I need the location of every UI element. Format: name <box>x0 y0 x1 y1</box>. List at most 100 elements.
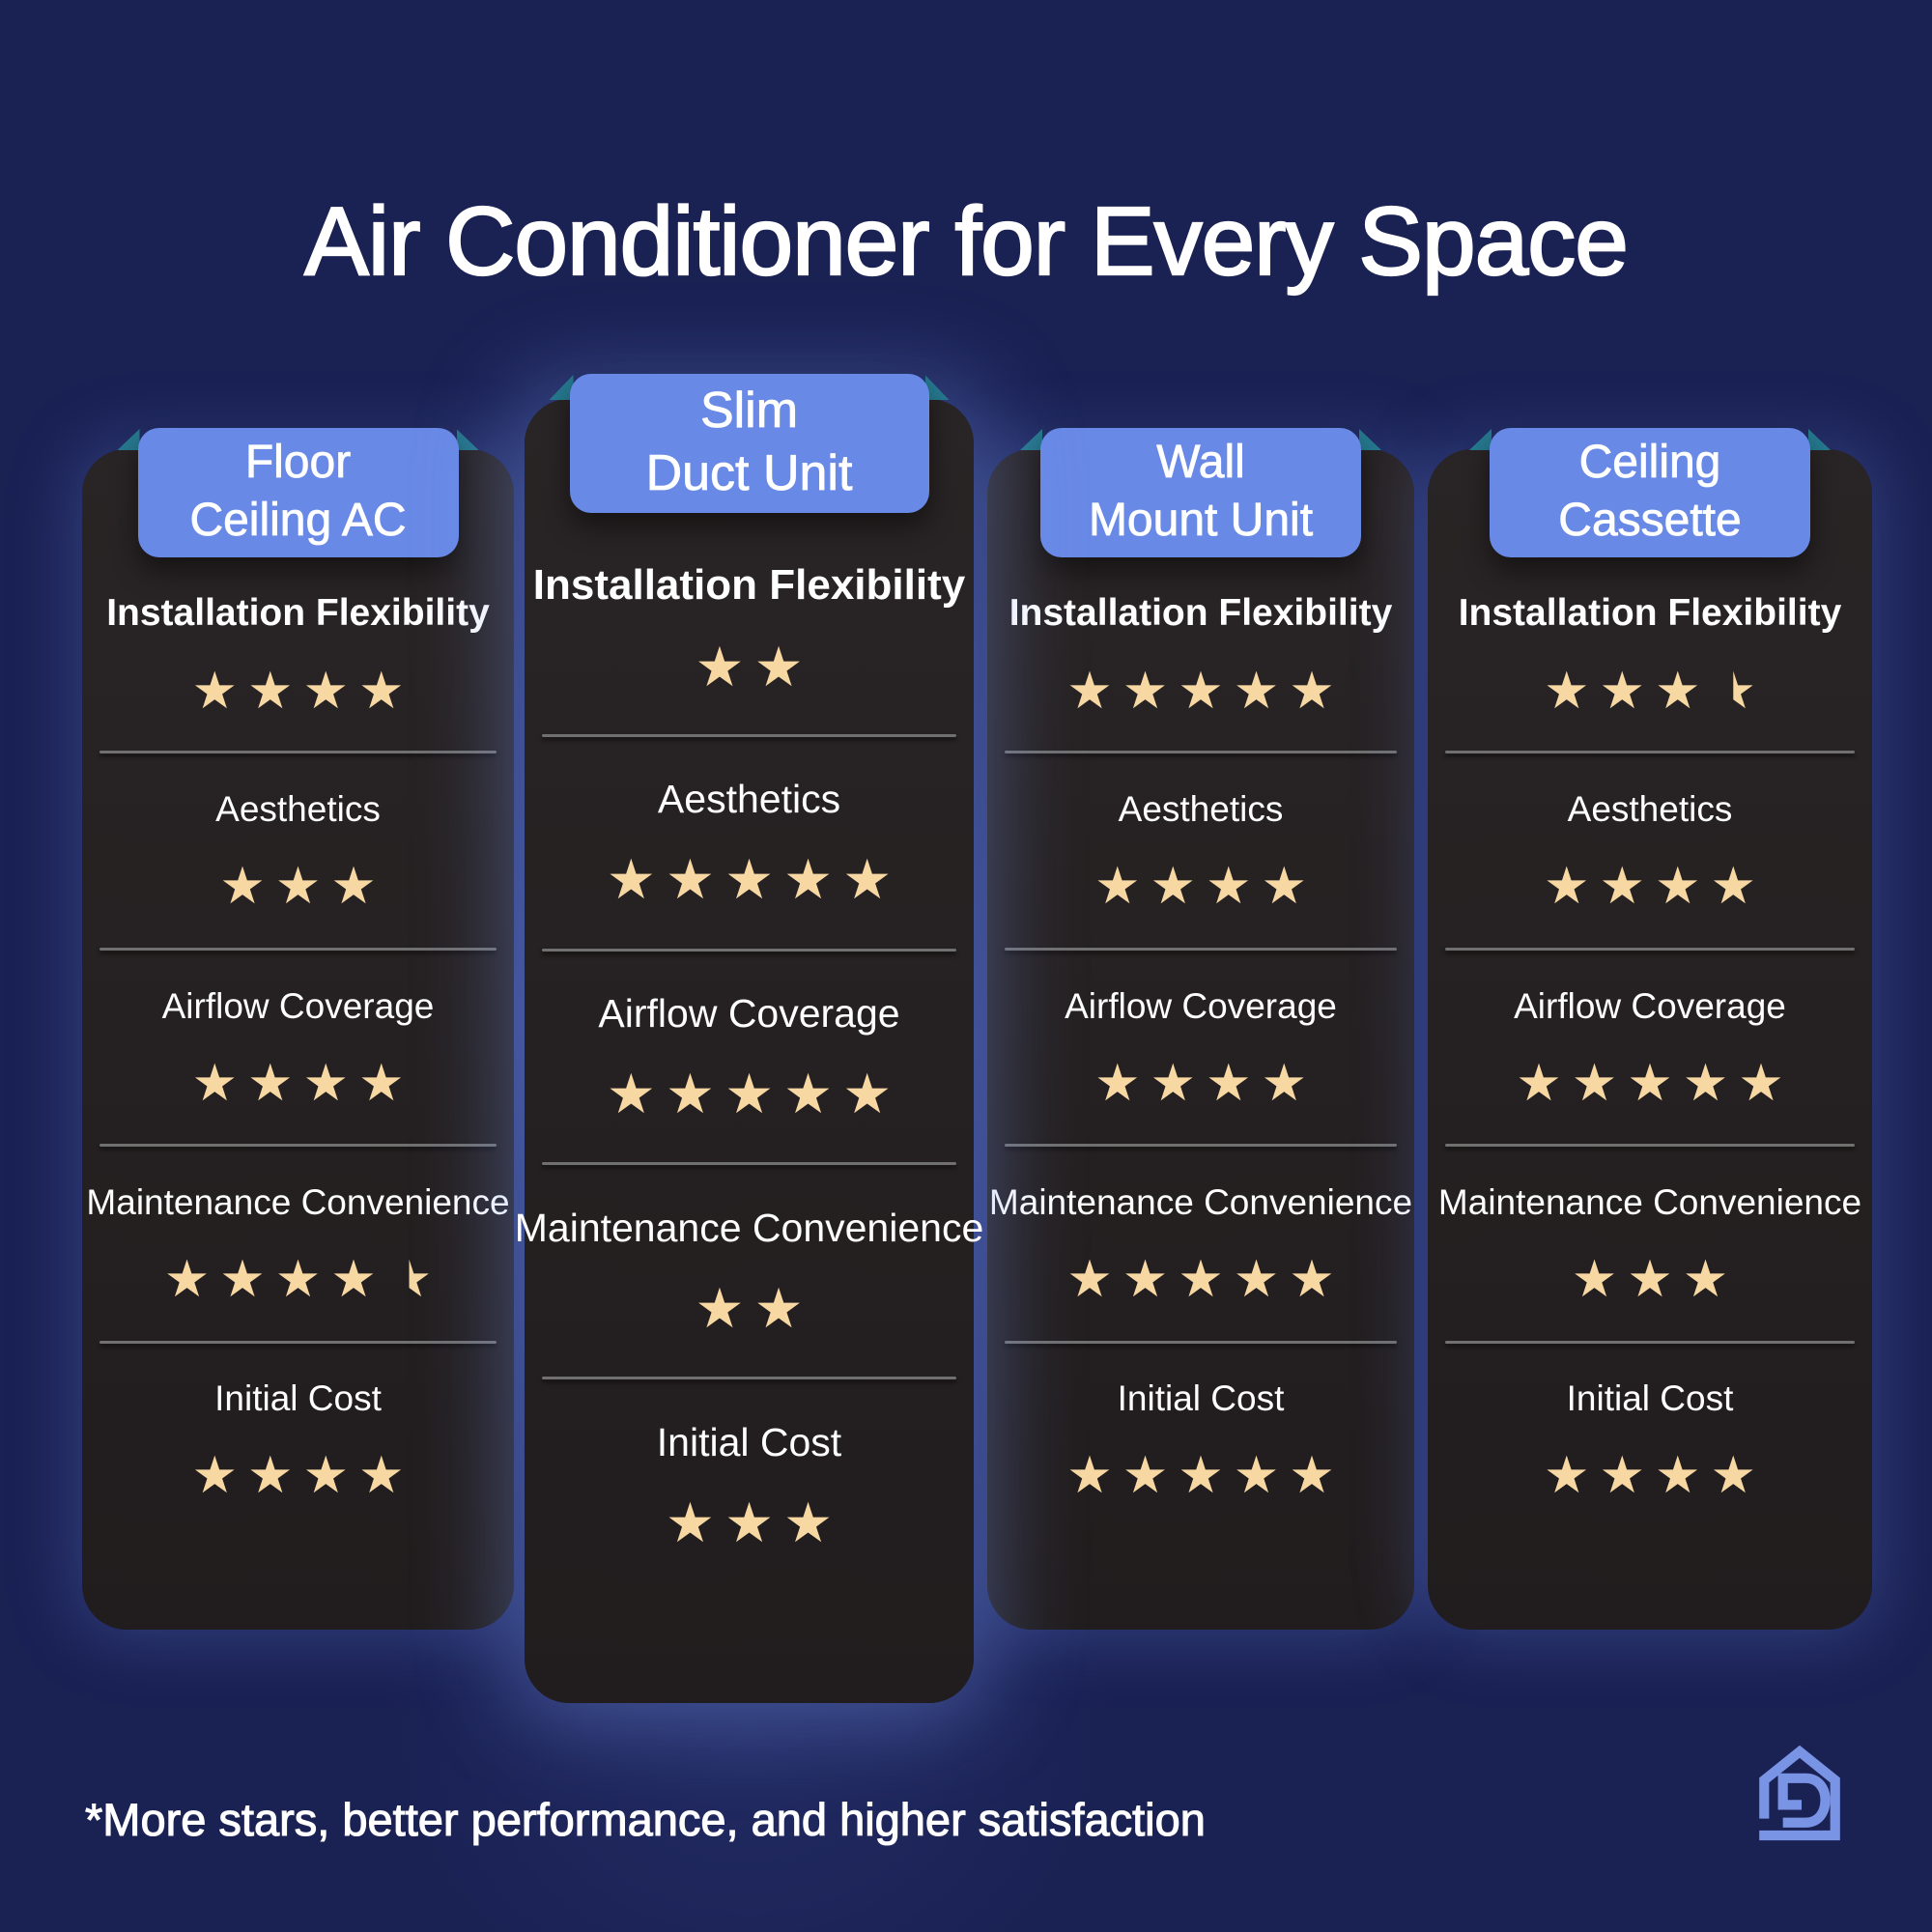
row-divider <box>1445 947 1855 951</box>
card-title-ribbon: Slim Duct Unit <box>569 374 929 513</box>
row-divider <box>542 948 956 952</box>
star-icon: ★ <box>274 1249 322 1309</box>
row-divider <box>1005 1144 1397 1148</box>
house-d-logo-icon <box>1759 1745 1840 1841</box>
star-rating: ★ ★ ★ ★ ★ <box>1062 1254 1340 1305</box>
star-icon: ★ <box>274 857 322 917</box>
star-icon: ★ <box>1122 661 1169 721</box>
star-icon: ★ <box>1710 857 1757 917</box>
card-title-line: Floor <box>244 437 352 489</box>
rating-row: Maintenance Convenience ★ ★ ★ <box>1428 1147 1872 1340</box>
star-rating: ★ ★ ★ <box>1567 1254 1734 1305</box>
rating-row: Maintenance Convenience ★ ★ <box>515 1165 984 1377</box>
star-icon: ★ <box>1233 661 1280 721</box>
star-icon: ★ <box>1094 1053 1141 1113</box>
ribbon-fold-left-icon <box>117 429 140 450</box>
category-label: Installation Flexibility <box>532 560 966 609</box>
star-icon: ★ <box>1178 1446 1224 1506</box>
star-icon: ★ <box>1122 1446 1169 1506</box>
star-icon: ★ <box>1233 1446 1280 1506</box>
rating-row: Aesthetics ★ ★ ★ ★ <box>987 753 1414 947</box>
rating-row: Airflow Coverage ★ ★ ★ ★ <box>82 951 514 1144</box>
star-icon: ★ <box>606 1062 656 1126</box>
rating-row: Airflow Coverage ★ ★ ★ ★ ★ <box>525 952 974 1163</box>
star-icon: ★ <box>1206 857 1252 917</box>
card-title-line: Ceiling <box>1578 437 1721 489</box>
half-star-icon: ★ <box>1710 661 1757 721</box>
star-icon: ★ <box>753 1276 804 1341</box>
star-rating: ★ ★ ★ ★ ★ <box>1062 1450 1340 1501</box>
star-icon: ★ <box>695 1276 745 1341</box>
star-icon: ★ <box>219 1249 266 1309</box>
category-label: Initial Cost <box>656 1419 842 1464</box>
category-label: Initial Cost <box>214 1378 382 1419</box>
footnote-text: *More stars, better performance, and hig… <box>84 1793 1206 1845</box>
star-icon: ★ <box>1738 1053 1784 1113</box>
star-icon: ★ <box>1289 661 1335 721</box>
row-divider <box>1445 1144 1855 1148</box>
rating-row: Initial Cost ★ ★ ★ ★ <box>1428 1344 1872 1537</box>
row-divider <box>1005 751 1397 754</box>
star-icon: ★ <box>1150 1053 1196 1113</box>
star-icon: ★ <box>330 857 377 917</box>
star-icon: ★ <box>191 661 238 721</box>
card-slim-duct-unit: Slim Duct Unit Installation Flexibility … <box>515 374 984 1703</box>
card-title-line: Cassette <box>1558 495 1742 547</box>
card-title-ribbon: Wall Mount Unit <box>1040 428 1361 557</box>
ribbon-fold-right-icon <box>1808 429 1831 450</box>
row-divider <box>99 751 497 754</box>
star-icon: ★ <box>330 1249 377 1309</box>
star-icon: ★ <box>1516 1053 1562 1113</box>
star-rating: ★ ★ ★ ★ <box>186 666 409 717</box>
star-icon: ★ <box>191 1446 238 1506</box>
category-label: Initial Cost <box>1117 1378 1285 1419</box>
rating-row: Airflow Coverage ★ ★ ★ ★ <box>987 951 1414 1144</box>
star-icon: ★ <box>724 848 775 913</box>
star-rating: ★ ★ ★ ★ <box>1539 861 1761 912</box>
category-label: Installation Flexibility <box>1009 591 1393 634</box>
star-icon: ★ <box>665 848 715 913</box>
rating-row: Airflow Coverage ★ ★ ★ ★ ★ <box>1428 951 1872 1144</box>
category-label: Aesthetics <box>1118 789 1284 830</box>
row-divider <box>1005 947 1397 951</box>
star-rating: ★ ★ ★ ★ <box>1539 1450 1761 1501</box>
category-label: Maintenance Convenience <box>86 1181 510 1222</box>
row-divider <box>99 947 497 951</box>
star-icon: ★ <box>695 635 745 699</box>
star-icon: ★ <box>246 1053 294 1113</box>
star-icon: ★ <box>358 661 405 721</box>
star-icon: ★ <box>191 1053 238 1113</box>
row-divider <box>542 733 956 737</box>
category-label: Aesthetics <box>215 789 381 830</box>
rating-row: Maintenance Convenience ★ ★ ★ ★ ★ <box>987 1147 1414 1340</box>
page-title: Air Conditioner for Every Space <box>303 186 1630 297</box>
star-icon: ★ <box>1178 1249 1224 1309</box>
row-divider <box>99 1144 497 1148</box>
rating-rows: Installation Flexibility ★ ★ ★ ★ Aesthetics… <box>82 557 514 1537</box>
star-icon: ★ <box>1261 857 1308 917</box>
star-rating: ★ ★ ★ ★ <box>1539 666 1761 717</box>
star-icon: ★ <box>1682 1053 1729 1113</box>
rating-row: Installation Flexibility ★ ★ <box>525 523 974 734</box>
star-icon: ★ <box>1543 1446 1590 1506</box>
star-icon: ★ <box>783 1491 834 1555</box>
star-icon: ★ <box>1710 1446 1757 1506</box>
star-rating: ★ ★ ★ ★ ★ <box>1062 666 1340 717</box>
star-icon: ★ <box>1122 1249 1169 1309</box>
star-icon: ★ <box>246 1446 294 1506</box>
ribbon-fold-right-icon <box>456 429 479 450</box>
star-rating: ★ ★ ★ ★ <box>186 1450 409 1501</box>
category-label: Aesthetics <box>657 777 841 822</box>
star-icon: ★ <box>783 848 834 913</box>
category-label: Installation Flexibility <box>1458 591 1842 634</box>
rating-row: Installation Flexibility ★ ★ ★ ★ ★ <box>987 557 1414 751</box>
star-icon: ★ <box>1543 661 1590 721</box>
star-icon: ★ <box>1150 857 1196 917</box>
rating-row: Initial Cost ★ ★ ★ ★ <box>82 1344 514 1537</box>
card-title-line: Mount Unit <box>1088 495 1314 547</box>
rating-row: Aesthetics ★ ★ ★ <box>82 753 514 947</box>
star-icon: ★ <box>1627 1053 1673 1113</box>
rating-row: Initial Cost ★ ★ ★ <box>525 1379 974 1591</box>
star-icon: ★ <box>302 1053 350 1113</box>
star-icon: ★ <box>163 1249 211 1309</box>
